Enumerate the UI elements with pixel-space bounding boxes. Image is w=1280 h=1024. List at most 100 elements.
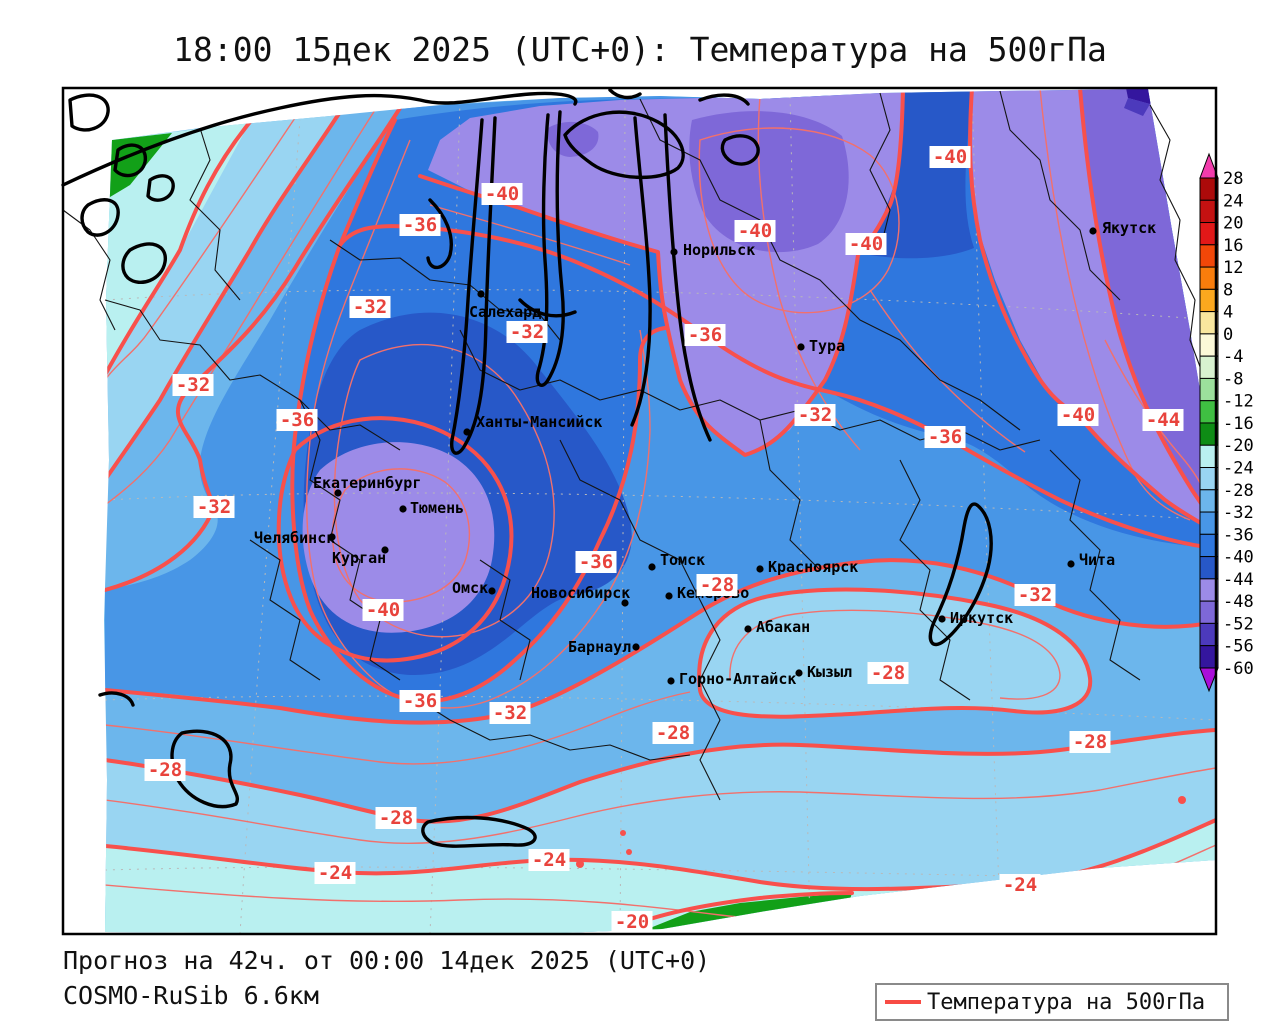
colorbar-tick-label: -4 [1223, 347, 1243, 367]
isotherm-label: -28 [148, 759, 182, 781]
city-label: Чита [1079, 551, 1115, 569]
isotherm-label-box [276, 409, 318, 431]
isotherm-label-box [506, 321, 548, 343]
isotherm-label: -40 [485, 183, 519, 205]
isotherm-label-box [144, 759, 186, 781]
isotherm-label-box [172, 374, 214, 396]
isotherm-label-box [1142, 409, 1184, 431]
lake-balkhash [421, 815, 537, 848]
ob-gulf [450, 116, 497, 455]
colorbar-tick-label: -40 [1223, 548, 1254, 568]
isotherm-label: -20 [615, 911, 649, 933]
city-label: Кызыл [807, 663, 852, 681]
isotherm-label: -36 [688, 324, 722, 346]
isotherm-label: -32 [1018, 584, 1052, 606]
city-label: Абакан [756, 618, 810, 636]
isotherm-label: -28 [1073, 731, 1107, 753]
city-label: Норильск [683, 241, 755, 259]
isotherm-label: -36 [928, 426, 962, 448]
isotherm-40-ural-loop [276, 416, 514, 663]
isotherm-label-box [684, 324, 726, 346]
colorbar-tick-label: 16 [1223, 236, 1243, 256]
colorbar-tick-label: -52 [1223, 614, 1254, 634]
model-info: COSMO-RuSib 6.6км [63, 981, 319, 1010]
colorbar-tick-label: -24 [1223, 459, 1254, 479]
isotherm-label-box [611, 911, 653, 933]
isotherm-label: -24 [318, 862, 352, 884]
city-dot [328, 533, 336, 541]
scandinavia-coast [68, 93, 110, 132]
yenisei-gulf [630, 116, 652, 427]
isotherm-label-box [929, 146, 971, 168]
city-label: Тура [809, 337, 845, 355]
isotherm-label: -36 [280, 409, 314, 431]
colorbar-tick-label: 28 [1223, 169, 1243, 189]
band-16-20-south [645, 893, 852, 931]
forecast-info: Прогноз на 42ч. от 00:00 14дек 2025 (UTC… [63, 946, 711, 975]
arctic-coast [61, 91, 578, 187]
legend-line-sample [885, 1000, 921, 1004]
isotherm-label-box [575, 551, 617, 573]
city-dot [381, 546, 389, 554]
taz-gulf [535, 110, 565, 387]
city-label: Курган [332, 549, 386, 567]
city-dot [463, 428, 471, 436]
isotherm-44 [1078, 89, 1216, 524]
isotherm-label-box [924, 426, 966, 448]
isotherm-label-box [652, 722, 694, 744]
isotherm-label: -40 [738, 220, 772, 242]
city-label: Томск [660, 551, 705, 569]
city-dot [621, 599, 629, 607]
colorbar-tick-label: -48 [1223, 592, 1254, 612]
colorbar-tick-label: -28 [1223, 481, 1254, 501]
white-sea [80, 198, 120, 237]
band-24-28-kyzyl-pocket [699, 589, 1091, 717]
gydan-peninsula [563, 110, 685, 179]
isotherm-label-box [349, 296, 391, 318]
coastlines [61, 88, 993, 848]
isotherm-label: -24 [532, 849, 566, 871]
isotherm-label: -32 [176, 374, 210, 396]
isotherm-label: -36 [403, 214, 437, 236]
isotherm-label: -32 [510, 321, 544, 343]
city-dot [488, 587, 496, 595]
colorbar-tick-label: -32 [1223, 503, 1254, 523]
colorbar-tick-label: -60 [1223, 659, 1254, 679]
city-dot [334, 489, 342, 497]
isotherm-32-nw [104, 106, 402, 592]
admin-boundaries [62, 90, 1206, 801]
isotherm-label: -24 [1003, 874, 1037, 896]
band-16-20-nw [105, 133, 172, 200]
isotherm-label: -40 [849, 233, 883, 255]
city-dot [667, 677, 675, 685]
isotherm-label-box [481, 183, 523, 205]
lake-baikal [928, 502, 993, 647]
isotherm-label: -40 [366, 599, 400, 621]
isotherm-label: -36 [403, 690, 437, 712]
colorbar-tick-label: 24 [1223, 191, 1243, 211]
colorbar-tick-label: -16 [1223, 414, 1254, 434]
isotherm-label: -40 [1061, 404, 1095, 426]
colorbar-tick-label: -56 [1223, 637, 1254, 657]
city-label: Екатеринбург [313, 474, 421, 492]
colorbar-tick-label: 4 [1223, 303, 1233, 323]
isotherm-label-box [375, 807, 417, 829]
isotherm-label-box [696, 574, 738, 596]
city-dot [632, 643, 640, 651]
isotherm-labels: -40 -40 -40 -40 -40 -40 -44 -36 -36 -36 -36 -36 -36 -… [144, 146, 1184, 933]
isotherm-label: -28 [700, 574, 734, 596]
isotherm-28-south [104, 728, 1216, 824]
city-dot [797, 343, 805, 351]
isotherm-36-ne [338, 224, 1216, 550]
isotherm-label: -32 [353, 296, 387, 318]
city-label: Ханты-Мансийск [476, 413, 602, 431]
isotherm-label-box [314, 862, 356, 884]
isotherm-label-box [845, 233, 887, 255]
colorbar-tick-label: 0 [1223, 325, 1233, 345]
isotherm-label-box [362, 599, 404, 621]
city-label: Красноярск [768, 558, 858, 576]
city-label: Салехард [469, 303, 541, 321]
map-frame [61, 86, 1218, 936]
